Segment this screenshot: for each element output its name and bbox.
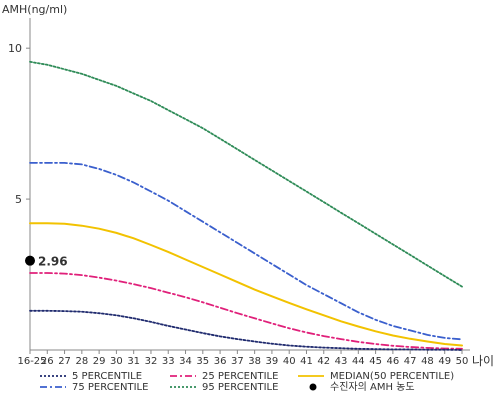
series-line-25-percentile xyxy=(29,272,463,350)
legend-label: MEDIAN(50 PERCENTILE) xyxy=(330,371,454,382)
x-axis-label: 나이 xyxy=(472,354,494,368)
x-tick-label: 32 xyxy=(145,356,158,367)
x-tick-label: 46 xyxy=(387,356,400,367)
y-axis-label: AMH(ng/ml) xyxy=(2,3,67,16)
x-tick-label: 28 xyxy=(75,356,88,367)
legend-label: 75 PERCENTILE xyxy=(72,382,148,393)
x-tick-label: 48 xyxy=(421,356,434,367)
y-ticks: 5 10 xyxy=(8,42,30,206)
series-line-75-percentile xyxy=(29,161,463,341)
x-tick-label: 30 xyxy=(110,356,123,367)
legend-point-label: 수진자의 AMH 농도 xyxy=(330,381,415,393)
x-tick-label: 45 xyxy=(369,356,382,367)
x-tick-label: 40 xyxy=(283,356,296,367)
x-tick-label: 33 xyxy=(162,356,175,367)
x-tick-label: 49 xyxy=(438,356,451,367)
x-tick-label: 43 xyxy=(335,356,348,367)
legend-label: 5 PERCENTILE xyxy=(72,371,142,382)
x-tick-label: 35 xyxy=(196,356,209,367)
x-tick-label: 29 xyxy=(93,356,106,367)
legend: 5 PERCENTILE 25 PERCENTILE MEDIAN(50 PERCE… xyxy=(40,371,454,393)
x-tick-label: 16-25 xyxy=(17,356,46,367)
patient-point-layer: 2.96 xyxy=(25,255,68,269)
axes: AMH(ng/ml) 나이 xyxy=(2,3,494,368)
x-tick-label: 34 xyxy=(179,356,192,367)
x-tick-label: 38 xyxy=(248,356,261,367)
patient-amh-point xyxy=(25,255,35,266)
x-tick-label: 31 xyxy=(127,356,140,367)
series-line-median-50-percentile xyxy=(29,222,463,347)
series-line-95-percentile xyxy=(29,60,463,288)
x-tick-label: 41 xyxy=(300,356,313,367)
legend-label: 25 PERCENTILE xyxy=(202,371,278,382)
x-tick-label: 39 xyxy=(266,356,279,367)
series-line-5-percentile xyxy=(29,309,463,351)
y-tick-label: 10 xyxy=(8,42,22,55)
patient-amh-value-label: 2.96 xyxy=(38,255,68,269)
legend-point-marker xyxy=(309,383,317,391)
x-tick-label: 37 xyxy=(231,356,244,367)
x-tick-label: 50 xyxy=(456,356,469,367)
x-tick-label: 26 xyxy=(41,356,54,367)
x-tick-label: 42 xyxy=(317,356,330,367)
x-tick-label: 47 xyxy=(404,356,417,367)
y-tick-label: 5 xyxy=(15,193,22,206)
legend-label: 95 PERCENTILE xyxy=(202,382,278,393)
x-tick-label: 44 xyxy=(352,356,365,367)
series-lines xyxy=(29,60,463,351)
x-tick-label: 27 xyxy=(58,356,71,367)
x-tick-label: 36 xyxy=(214,356,227,367)
